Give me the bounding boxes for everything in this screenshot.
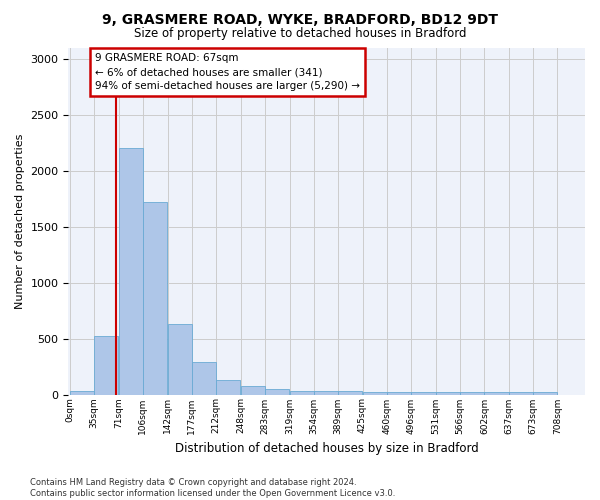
Bar [509, 392, 533, 394]
Bar [533, 392, 557, 394]
Bar [412, 392, 436, 394]
Text: 9, GRASMERE ROAD, WYKE, BRADFORD, BD12 9DT: 9, GRASMERE ROAD, WYKE, BRADFORD, BD12 9… [102, 12, 498, 26]
Text: 9 GRASMERE ROAD: 67sqm
← 6% of detached houses are smaller (341)
94% of semi-det: 9 GRASMERE ROAD: 67sqm ← 6% of detached … [95, 53, 360, 91]
Bar [460, 392, 484, 394]
Bar [290, 390, 314, 394]
Text: Size of property relative to detached houses in Bradford: Size of property relative to detached ho… [134, 28, 466, 40]
Bar [70, 390, 94, 394]
Bar [143, 202, 167, 394]
Bar [167, 324, 191, 394]
Bar [386, 392, 411, 394]
Bar [191, 362, 216, 394]
Bar [362, 392, 386, 394]
Bar [119, 148, 143, 394]
Text: Contains HM Land Registry data © Crown copyright and database right 2024.
Contai: Contains HM Land Registry data © Crown c… [30, 478, 395, 498]
Bar [484, 392, 509, 394]
Bar [241, 386, 265, 394]
Bar [314, 390, 338, 394]
Bar [338, 390, 362, 394]
Bar [216, 380, 240, 394]
Bar [436, 392, 460, 394]
Y-axis label: Number of detached properties: Number of detached properties [15, 134, 25, 308]
Bar [265, 390, 289, 394]
Bar [94, 336, 118, 394]
X-axis label: Distribution of detached houses by size in Bradford: Distribution of detached houses by size … [175, 442, 479, 455]
